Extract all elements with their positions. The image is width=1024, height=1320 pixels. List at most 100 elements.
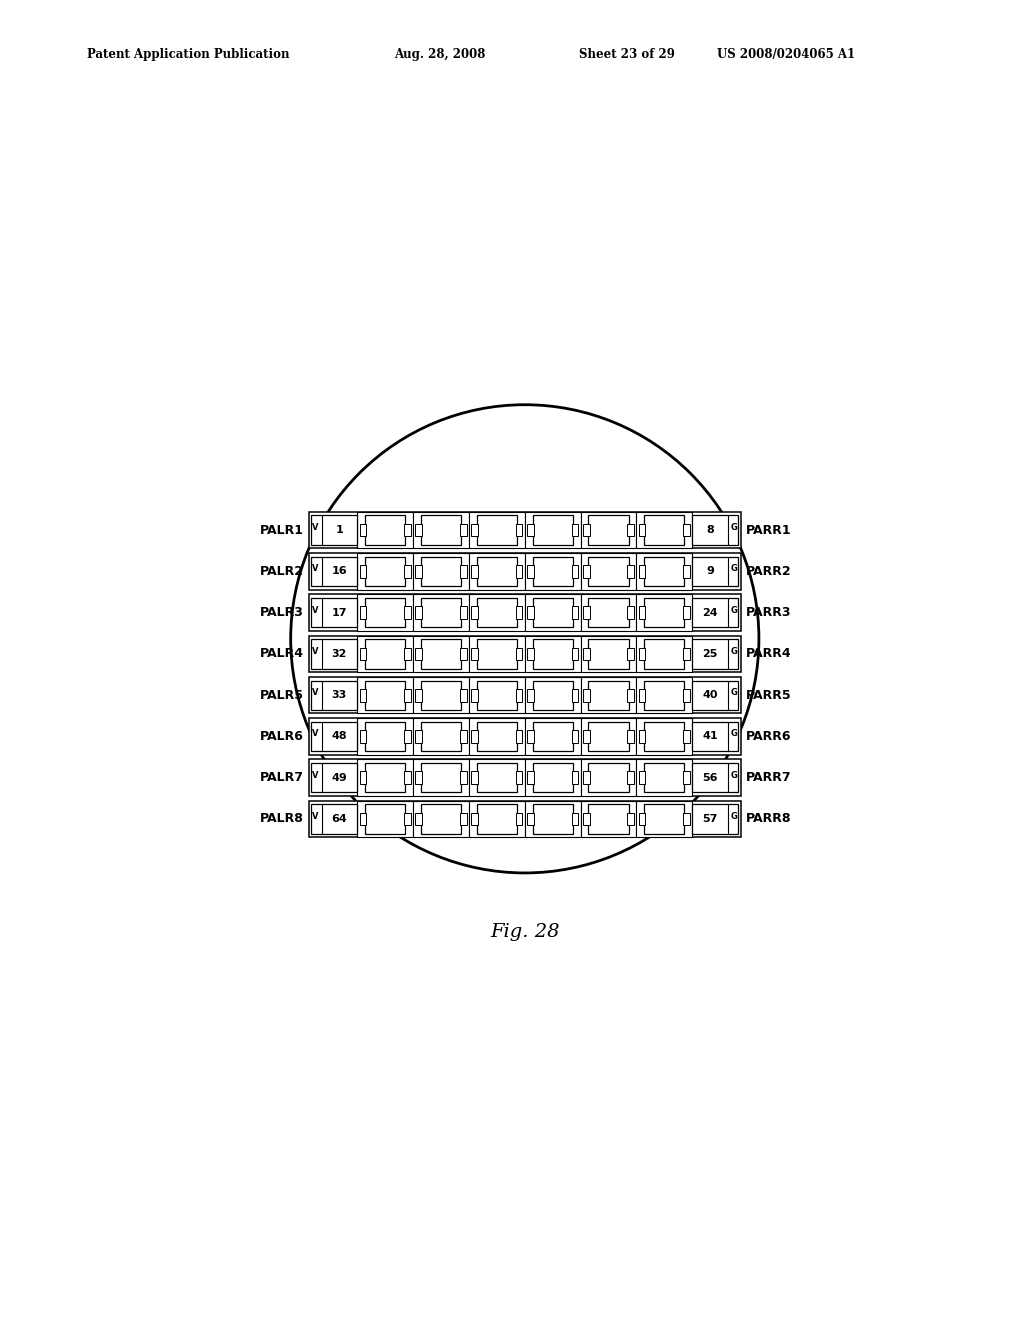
Bar (683, 565, 690, 578)
Bar (683, 648, 690, 660)
Text: 33: 33 (332, 690, 347, 700)
Bar (692, 639, 738, 668)
Bar (639, 689, 645, 701)
Bar (571, 689, 579, 701)
Bar (359, 606, 367, 619)
Text: 48: 48 (332, 731, 347, 742)
Bar (692, 516, 738, 545)
Bar (581, 677, 637, 713)
Text: V: V (312, 688, 318, 697)
Text: G: G (731, 688, 738, 697)
Text: 1: 1 (336, 525, 343, 535)
Bar (469, 718, 525, 755)
Text: V: V (312, 647, 318, 656)
Bar (628, 813, 634, 825)
Bar (404, 771, 411, 784)
Bar (309, 759, 740, 796)
Bar (366, 516, 406, 545)
Bar (421, 516, 461, 545)
Bar (471, 771, 478, 784)
Bar (413, 636, 469, 672)
Bar (637, 594, 692, 631)
Bar (366, 804, 406, 833)
Text: V: V (312, 523, 318, 532)
Bar (469, 801, 525, 837)
Bar (404, 730, 411, 743)
Text: PALR1: PALR1 (259, 524, 303, 537)
Bar (460, 689, 467, 701)
Bar (421, 681, 461, 710)
Bar (524, 677, 581, 713)
Bar (527, 565, 534, 578)
Bar (469, 636, 525, 672)
Bar (589, 804, 629, 833)
Bar (628, 771, 634, 784)
Bar (683, 606, 690, 619)
Bar (366, 681, 406, 710)
Bar (471, 648, 478, 660)
Bar (359, 730, 367, 743)
Bar (589, 681, 629, 710)
Bar (527, 771, 534, 784)
Bar (637, 553, 692, 590)
Bar (527, 813, 534, 825)
Bar (416, 730, 422, 743)
Bar (527, 606, 534, 619)
Bar (532, 557, 572, 586)
Bar (589, 516, 629, 545)
Bar (404, 648, 411, 660)
Bar (639, 606, 645, 619)
Bar (571, 565, 579, 578)
Bar (359, 689, 367, 701)
Text: 24: 24 (702, 607, 718, 618)
Bar (644, 681, 684, 710)
Bar (532, 639, 572, 668)
Bar (583, 524, 590, 536)
Text: PARR6: PARR6 (746, 730, 792, 743)
Bar (413, 718, 469, 755)
Text: PARR1: PARR1 (746, 524, 792, 537)
Text: PALR7: PALR7 (259, 771, 303, 784)
Text: 25: 25 (702, 649, 718, 659)
Bar (357, 801, 413, 837)
Text: 64: 64 (332, 814, 347, 824)
Bar (404, 565, 411, 578)
Bar (571, 813, 579, 825)
Bar (309, 718, 740, 755)
Bar (644, 557, 684, 586)
Bar (309, 801, 740, 837)
Bar (309, 553, 740, 590)
Bar (469, 594, 525, 631)
Bar (628, 689, 634, 701)
Bar (583, 813, 590, 825)
Bar (359, 565, 367, 578)
Text: PARR2: PARR2 (746, 565, 792, 578)
Bar (581, 718, 637, 755)
Bar (469, 553, 525, 590)
Bar (469, 512, 525, 548)
Bar (413, 677, 469, 713)
Bar (416, 524, 422, 536)
Bar (309, 512, 740, 548)
Bar (416, 689, 422, 701)
Bar (637, 759, 692, 796)
Text: Patent Application Publication: Patent Application Publication (87, 48, 290, 61)
Bar (311, 681, 357, 710)
Text: PALR8: PALR8 (259, 813, 303, 825)
Bar (477, 681, 517, 710)
Bar (644, 516, 684, 545)
Bar (516, 648, 522, 660)
Bar (469, 677, 525, 713)
Bar (524, 801, 581, 837)
Text: PALR5: PALR5 (259, 689, 303, 702)
Bar (637, 801, 692, 837)
Bar (421, 557, 461, 586)
Bar (460, 813, 467, 825)
Text: PARR4: PARR4 (746, 647, 792, 660)
Bar (683, 813, 690, 825)
Bar (583, 689, 590, 701)
Bar (516, 689, 522, 701)
Bar (571, 606, 579, 619)
Text: V: V (312, 565, 318, 573)
Bar (637, 677, 692, 713)
